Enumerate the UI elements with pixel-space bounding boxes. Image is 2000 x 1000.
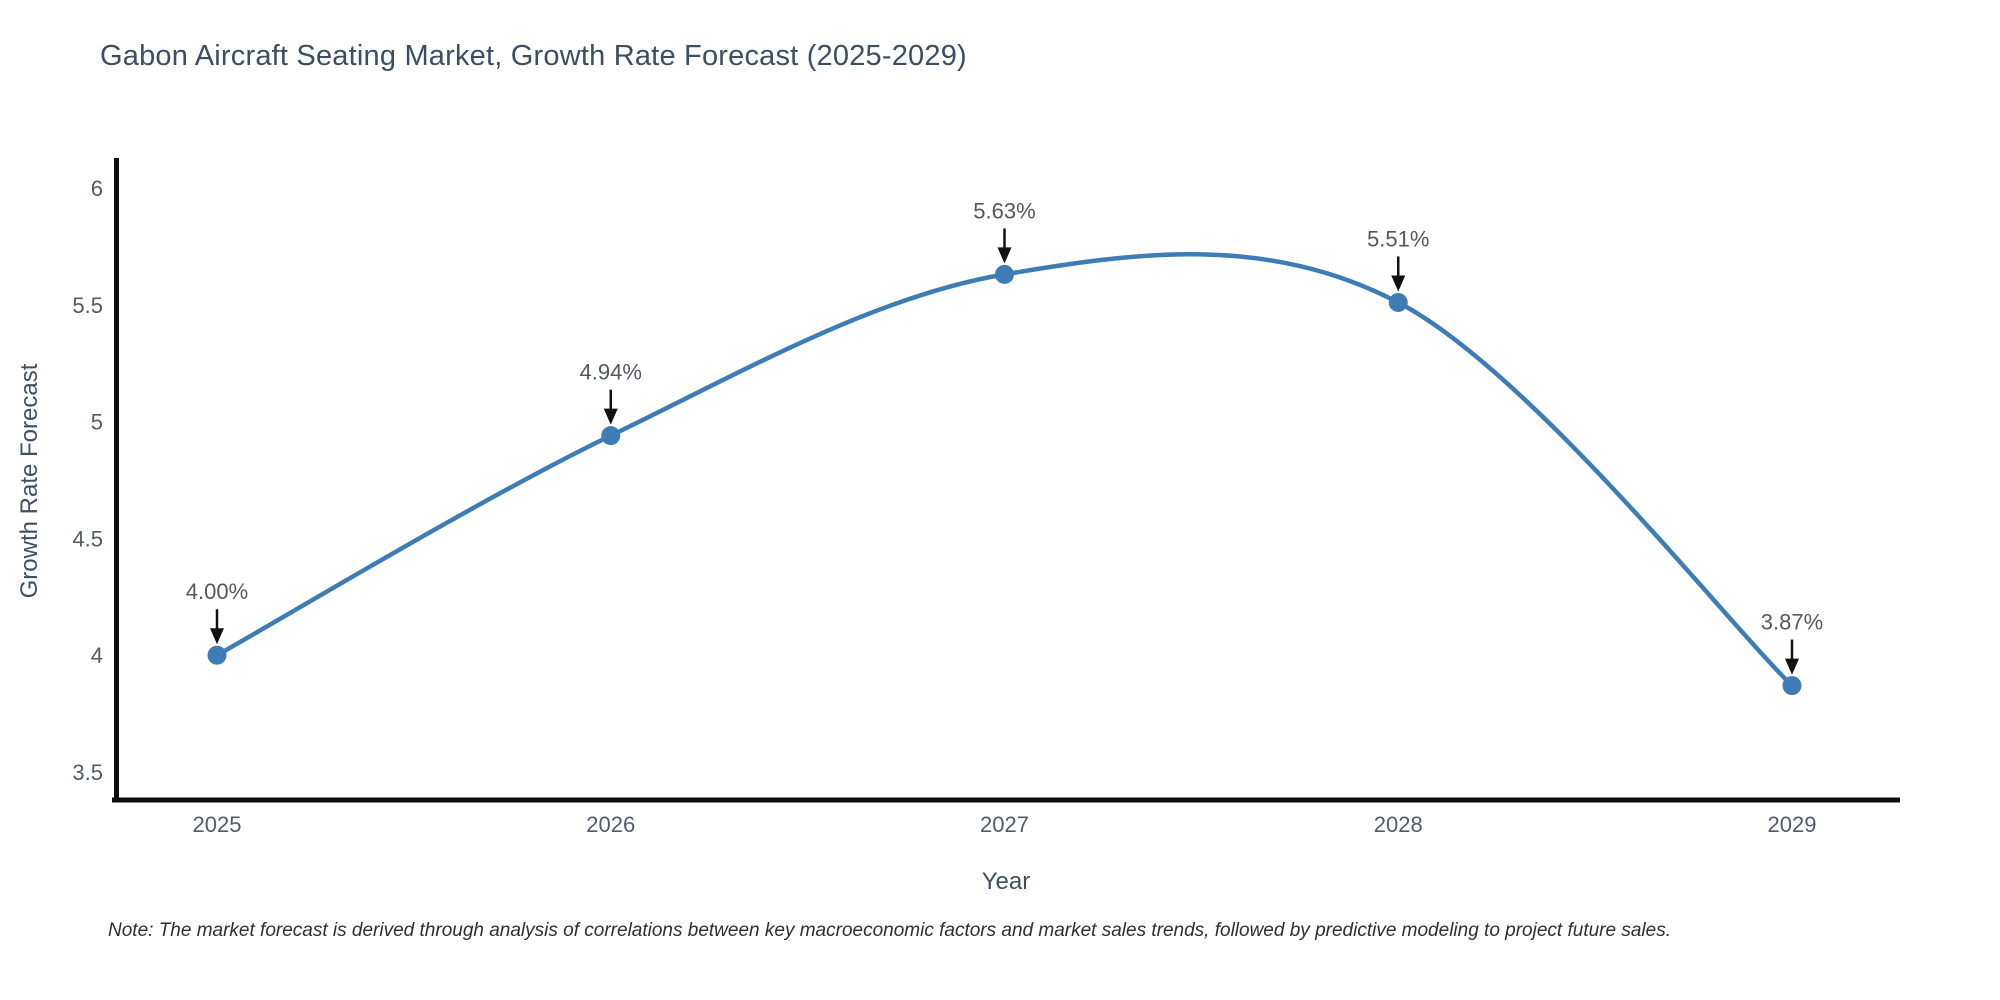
data-point-marker [1782,676,1802,696]
annotation-label: 5.63% [973,198,1035,223]
annotation-label: 3.87% [1761,610,1823,635]
data-point-marker [207,645,227,665]
annotation-label: 5.51% [1367,226,1429,251]
data-point-marker [1388,292,1408,312]
x-tick-label: 2026 [586,812,635,837]
annotation-arrowhead-icon [997,247,1012,264]
x-tick-label: 2029 [1768,812,1817,837]
chart-title: Gabon Aircraft Seating Market, Growth Ra… [100,40,967,72]
x-axis-title: Year [981,868,1031,895]
annotation-arrowhead-icon [1785,658,1799,675]
annotation-arrowhead-icon [603,408,618,425]
y-axis-title: Growth Rate Forecast [16,363,43,599]
y-tick-label: 6 [91,176,103,201]
y-tick-label: 3.5 [72,760,103,785]
footnote: Note: The market forecast is derived thr… [108,920,1671,941]
y-tick-label: 5 [91,410,103,435]
series-line [214,252,1795,688]
x-tick-label: 2028 [1374,812,1423,837]
annotation-arrowhead-icon [1391,275,1406,292]
y-tick-label: 4 [91,643,103,668]
annotation-label: 4.00% [186,579,248,604]
annotation-arrowhead-icon [210,628,224,645]
data-point-marker [995,264,1014,284]
annotation-label: 4.94% [580,360,642,385]
y-tick-label: 5.5 [72,293,103,318]
data-point-marker [601,426,621,446]
x-tick-label: 2027 [980,812,1029,837]
y-tick-label: 4.5 [72,526,103,551]
x-tick-label: 2025 [193,812,242,837]
